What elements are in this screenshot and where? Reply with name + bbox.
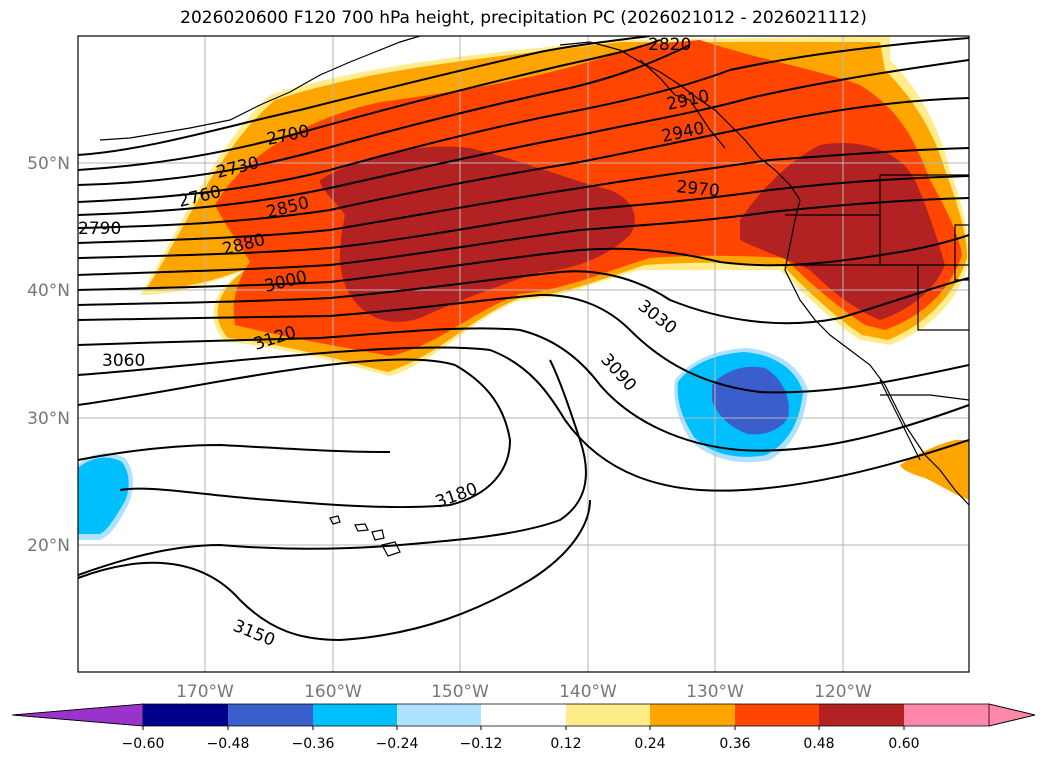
hawaii-island-3 bbox=[371, 529, 385, 541]
colorbar-segment-3 bbox=[313, 704, 397, 726]
lat-label-50n: 50°N bbox=[27, 154, 70, 174]
colorbar-segment-8 bbox=[735, 704, 819, 726]
contour-3150-south bbox=[78, 499, 591, 642]
colorbar-segment-4 bbox=[397, 704, 481, 726]
lon-label-140w: 140°W bbox=[559, 682, 617, 702]
precip-region-negative-cyan-west bbox=[78, 457, 129, 534]
contour-3000 bbox=[78, 270, 969, 325]
colorbar-tick-label-10: 0.60 bbox=[888, 736, 919, 752]
contour-label-2820: 2820 bbox=[648, 35, 691, 55]
lon-label-150w: 150°W bbox=[431, 682, 489, 702]
contour-3180 bbox=[78, 443, 391, 461]
colorbar-segment-2 bbox=[228, 704, 313, 726]
contour-3090 bbox=[78, 346, 969, 492]
colorbar-tick-label-8: 0.36 bbox=[719, 736, 750, 752]
precip-region-negative-blue-east bbox=[712, 366, 789, 435]
contour-label-2970: 2970 bbox=[675, 177, 720, 201]
colorbar-tick-label-4: −0.24 bbox=[376, 736, 419, 752]
colorbar-segment-1 bbox=[143, 704, 228, 726]
contour-2760 bbox=[78, 44, 691, 186]
colorbar-tick-label-9: 0.48 bbox=[803, 736, 834, 752]
contour-label-2790: 2790 bbox=[78, 219, 121, 239]
colorbar-tick-label-3: −0.36 bbox=[292, 736, 335, 752]
coastline-us-west bbox=[784, 199, 969, 506]
latitude-labels: 50°N 40°N 30°N 20°N bbox=[27, 154, 70, 556]
contour-3150 bbox=[78, 359, 587, 576]
contour-2700 bbox=[78, 36, 651, 156]
contour-2850 bbox=[78, 97, 969, 229]
colorbar-tick-label-5: −0.12 bbox=[460, 736, 503, 752]
contour-2970 bbox=[78, 234, 969, 291]
lon-label-120w: 120°W bbox=[814, 682, 872, 702]
hawaii-island-4 bbox=[381, 541, 401, 557]
colorbar-segment-7 bbox=[650, 704, 735, 726]
colorbar-segment-10 bbox=[904, 704, 989, 726]
longitude-labels: 170°W 160°W 150°W 140°W 130°W 120°W bbox=[176, 682, 872, 702]
colorbar-tick-label-2: −0.48 bbox=[207, 736, 250, 752]
coastline-alaska-aleutians bbox=[99, 36, 421, 141]
colorbar-extend-right bbox=[988, 703, 1036, 727]
lon-label-170w: 170°W bbox=[176, 682, 234, 702]
state-border-6 bbox=[954, 224, 969, 281]
lat-label-20n: 20°N bbox=[27, 536, 70, 556]
colorbar-segment-5 bbox=[481, 704, 566, 726]
lon-label-160w: 160°W bbox=[304, 682, 362, 702]
lat-label-40n: 40°N bbox=[27, 281, 70, 301]
colorbar-tick-label-1: −0.60 bbox=[122, 736, 165, 752]
coastline-baja bbox=[879, 379, 921, 461]
contour-2730 bbox=[78, 39, 661, 171]
coastline-bc-islands bbox=[639, 59, 726, 149]
lon-label-130w: 130°W bbox=[686, 682, 744, 702]
mexico-border bbox=[880, 394, 969, 401]
colorbar-extend-left bbox=[11, 703, 144, 727]
precip-region-positive-darkred-ocean bbox=[320, 146, 635, 322]
hawaii-island-2 bbox=[354, 523, 369, 532]
map-frame bbox=[77, 35, 970, 673]
colorbar-tick-label-6: 0.12 bbox=[550, 736, 581, 752]
contour-2940 bbox=[78, 197, 969, 276]
state-border-5 bbox=[917, 265, 969, 331]
colorbar-segment-6 bbox=[566, 704, 650, 726]
contour-2880 bbox=[78, 147, 969, 244]
contour-2820 bbox=[78, 59, 969, 216]
contour-3030 bbox=[78, 293, 969, 394]
contour-3060 bbox=[78, 327, 969, 452]
colorbar-tick-label-7: 0.24 bbox=[634, 736, 665, 752]
lat-label-30n: 30°N bbox=[27, 409, 70, 429]
map-title: 2026020600 F120 700 hPa height, precipit… bbox=[180, 8, 867, 28]
hawaii-island-1 bbox=[329, 515, 341, 525]
contour-3120 bbox=[78, 358, 512, 509]
height-contours bbox=[78, 36, 969, 642]
colorbar-segment-9 bbox=[819, 704, 904, 726]
contour-label-3060: 3060 bbox=[102, 351, 145, 371]
contour-2790 bbox=[78, 37, 969, 203]
contour-2910 bbox=[78, 175, 969, 259]
colorbar: −0.60 −0.48 −0.36 −0.24 −0.12 0.12 0.24 … bbox=[11, 703, 1036, 752]
